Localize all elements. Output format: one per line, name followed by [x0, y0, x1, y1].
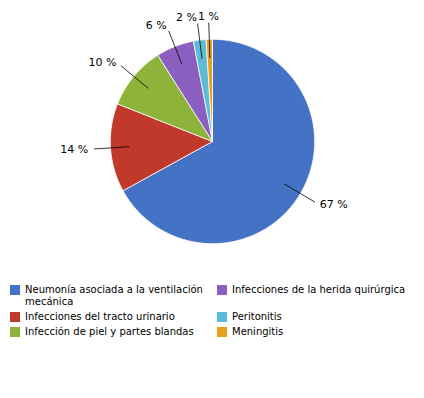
html-text:Neumonía asociada a la ventila: Neumonía asociada a la ventilación mecán…: [25, 284, 203, 307]
html-text:Peritonitis: Peritonitis: [232, 311, 282, 322]
svg-text:6 %: 6 %: [146, 19, 167, 32]
svg-text:1 %: 1 %: [198, 10, 219, 23]
html-text:Infecciones de la herida quirú: Infecciones de la herida quirúrgica: [232, 284, 406, 295]
html-text:Infecciones del tracto urinari: Infecciones del tracto urinario: [25, 311, 175, 322]
svg-text:2 %: 2 %: [176, 11, 197, 24]
svg-text:10 %: 10 %: [89, 56, 117, 69]
html-text:Meningitis: Meningitis: [232, 326, 284, 337]
html-text:Infección de piel y partes bla: Infección de piel y partes blandas: [25, 326, 194, 337]
svg-text:67 %: 67 %: [320, 198, 348, 211]
svg-text:14 %: 14 %: [60, 143, 88, 156]
